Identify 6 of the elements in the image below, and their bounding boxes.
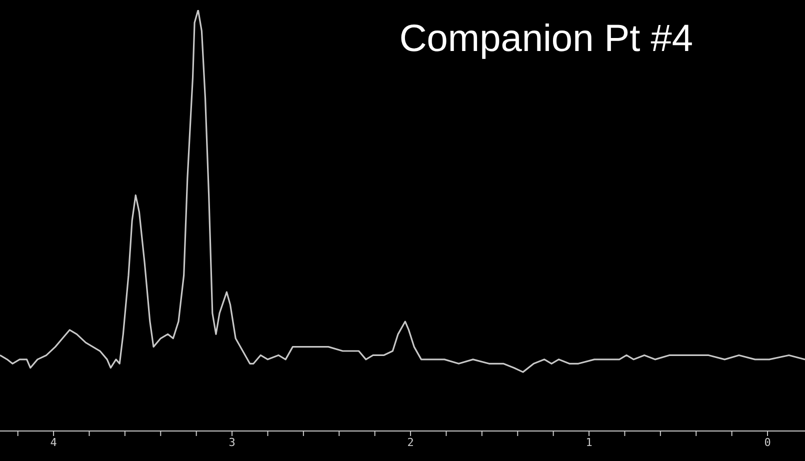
x-tick-label: 3 bbox=[228, 436, 236, 449]
x-tick-label: 1 bbox=[586, 436, 592, 449]
x-tick-label: 4 bbox=[50, 436, 58, 449]
x-tick-label: 0 bbox=[764, 436, 771, 449]
x-tick-label: 2 bbox=[407, 436, 414, 449]
chart-title: Companion Pt #4 bbox=[399, 18, 693, 61]
